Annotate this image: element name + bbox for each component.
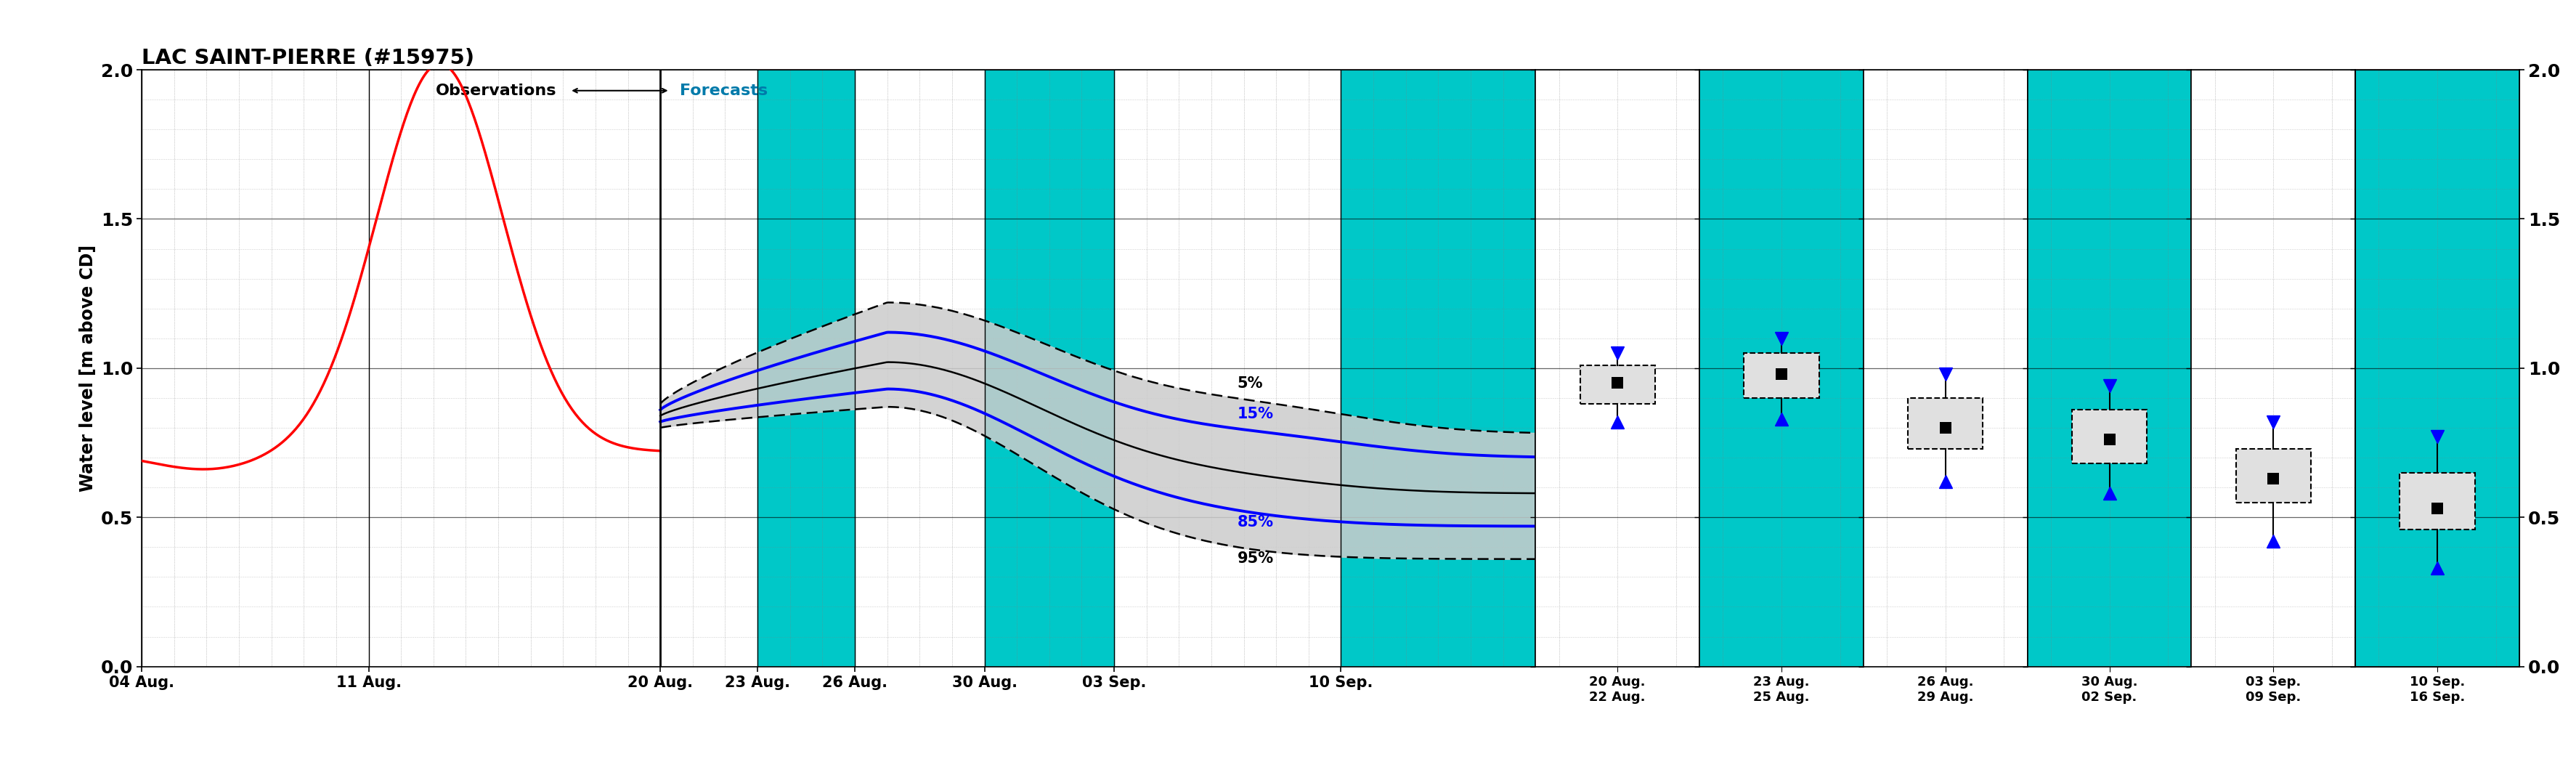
X-axis label: 20 Aug.
22 Aug.: 20 Aug. 22 Aug.	[1589, 676, 1646, 704]
Bar	[984, 70, 1113, 666]
X-axis label: 23 Aug.
25 Aug.: 23 Aug. 25 Aug.	[1754, 676, 1808, 704]
Bar	[757, 70, 855, 666]
Bar	[1744, 353, 1819, 398]
Bar	[2401, 473, 2476, 529]
Bar	[2071, 410, 2146, 463]
Text: Observations: Observations	[435, 84, 556, 98]
X-axis label: 03 Sep.
09 Sep.: 03 Sep. 09 Sep.	[2246, 676, 2300, 704]
Bar	[1579, 365, 1654, 404]
Text: 95%: 95%	[1236, 552, 1273, 566]
Text: LAC SAINT-PIERRE (#15975): LAC SAINT-PIERRE (#15975)	[142, 48, 474, 68]
Y-axis label: Water level [m above CD]: Water level [m above CD]	[80, 245, 98, 491]
X-axis label: 26 Aug.
29 Aug.: 26 Aug. 29 Aug.	[1917, 676, 1973, 704]
X-axis label: 10 Sep.
16 Sep.: 10 Sep. 16 Sep.	[2409, 676, 2465, 704]
Bar	[1342, 70, 1535, 666]
Bar	[1909, 398, 1984, 449]
X-axis label: 30 Aug.
02 Sep.: 30 Aug. 02 Sep.	[2081, 676, 2138, 704]
Text: 5%: 5%	[1236, 377, 1262, 391]
Bar	[2236, 449, 2311, 502]
Text: 85%: 85%	[1236, 515, 1273, 529]
Text: 15%: 15%	[1236, 407, 1273, 422]
Text: Forecasts: Forecasts	[680, 84, 768, 98]
